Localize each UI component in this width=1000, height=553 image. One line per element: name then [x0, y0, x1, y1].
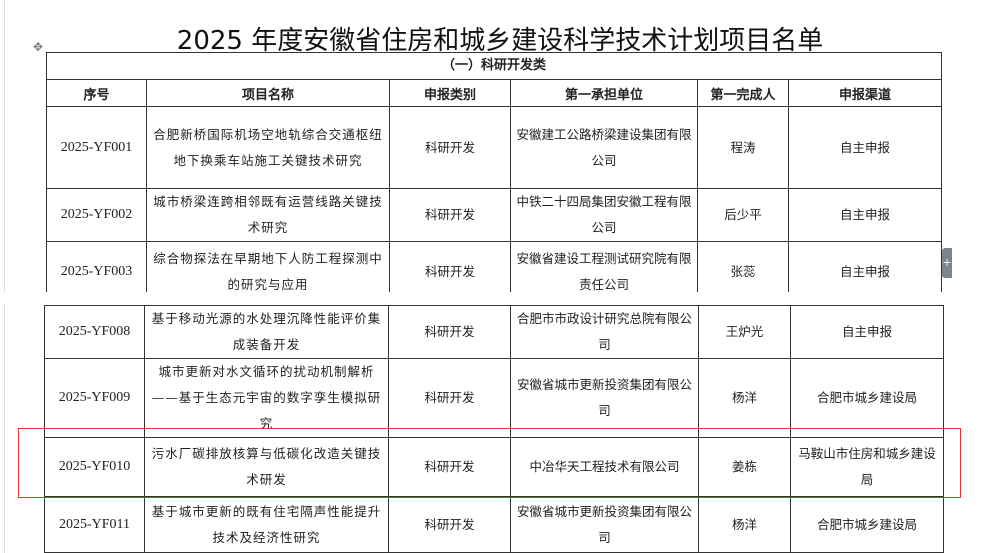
lead-unit-cell: 合肥市市政设计研究总院有限公司 [510, 305, 699, 359]
lead-unit-cell: 安徽省建设工程测试研究院有限责任公司 [510, 241, 698, 302]
project-table-page-2: 2025-YF008 基于移动光源的水处理沉降性能评价集成装备开发 科研开发 合肥市市… [44, 305, 944, 553]
category-cell: 科研开发 [388, 305, 511, 359]
category-cell: 科研开发 [388, 358, 511, 438]
category-cell: 科研开发 [388, 496, 511, 553]
project-table-page-1: （一）科研开发类 序号 项目名称 申报类别 第一承担单位 第一完成人 申报渠道 2025-… [45, 52, 943, 302]
lead-person-cell: 张蕊 [697, 241, 789, 302]
page-break [0, 292, 1000, 304]
category-cell: 科研开发 [389, 188, 511, 242]
lead-unit-cell: 中铁二十四局集团安徽工程有限公司 [510, 188, 698, 242]
category-cell: 科研开发 [389, 106, 511, 189]
table-row: 2025-YF003 综合物探法在早期地下人防工程探测中的研究与应用 科研开发 安徽省… [46, 241, 943, 302]
table-row: 2025-YF009 城市更新对水文循环的扰动机制解析——基于生态元宇宙的数字孪生… [44, 358, 944, 438]
lead-person-cell: 杨洋 [698, 358, 791, 438]
expand-panel-icon[interactable]: + [942, 248, 952, 278]
lead-person-cell: 杨洋 [698, 496, 791, 553]
table-row: 2025-YF008 基于移动光源的水处理沉降性能评价集成装备开发 科研开发 合肥市市… [44, 305, 944, 359]
lead-person-cell: 后少平 [697, 188, 789, 242]
lead-person-cell: 程涛 [697, 106, 789, 189]
section-heading: （一）科研开发类 [45, 52, 943, 80]
column-header: 第一完成人 [697, 79, 789, 107]
project-name-cell: 基于移动光源的水处理沉降性能评价集成装备开发 [144, 305, 389, 359]
table-move-handle-icon[interactable]: ✥ [33, 40, 44, 54]
lead-unit-cell: 安徽省城市更新投资集团有限公司 [510, 496, 699, 553]
column-header: 第一承担单位 [510, 79, 698, 107]
table-row: 2025-YF002 城市桥梁连跨相邻既有运营线路关键技术研究 科研开发 中铁二十四局… [46, 188, 943, 242]
column-header: 项目名称 [146, 79, 390, 107]
table-row: 2025-YF011 基于城市更新的既有住宅隔声性能提升技术及经济性研究 科研开发安… [44, 496, 944, 553]
lead-unit-cell: 安徽建工公路桥梁建设集团有限公司 [510, 106, 698, 189]
project-name-cell: 城市更新对水文循环的扰动机制解析——基于生态元宇宙的数字孪生模拟研究 [144, 358, 389, 438]
project-id-cell: 2025-YF009 [44, 358, 145, 438]
column-header: 申报渠道 [787, 79, 943, 107]
channel-cell: 自主申报 [787, 188, 943, 242]
highlight-box [18, 428, 961, 498]
channel-cell: 合肥市城乡建设局 [790, 496, 944, 553]
column-header: 序号 [46, 79, 147, 107]
project-name-cell: 合肥新桥国际机场空地轨综合交通枢纽地下换乘车站施工关键技术研究 [146, 106, 390, 189]
lead-unit-cell: 安徽省城市更新投资集团有限公司 [510, 358, 699, 438]
lead-person-cell: 王炉光 [698, 305, 791, 359]
channel-cell: 自主申报 [790, 305, 944, 359]
channel-cell: 自主申报 [787, 241, 943, 302]
project-name-cell: 污水厂碳排放核算与低碳化改造关键技术研发 [144, 437, 389, 497]
channel-cell: 合肥市城乡建设局 [790, 358, 944, 438]
table-row: 2025-YF001 合肥新桥国际机场空地轨综合交通枢纽地下换乘车站施工关键技术研… [46, 106, 943, 189]
column-header: 申报类别 [389, 79, 511, 107]
channel-cell: 马鞍山市住房和城乡建设局 [790, 437, 944, 497]
channel-cell: 自主申报 [787, 106, 943, 189]
lead-person-cell: 姜栋 [698, 437, 791, 497]
category-cell: 科研开发 [388, 437, 511, 497]
page-title: 2025 年度安徽省住房和城乡建设科学技术计划项目名单 [176, 26, 824, 56]
project-id-cell: 2025-YF003 [46, 241, 147, 302]
project-name-cell: 基于城市更新的既有住宅隔声性能提升技术及经济性研究 [144, 496, 389, 553]
project-name-cell: 城市桥梁连跨相邻既有运营线路关键技术研究 [146, 188, 390, 242]
project-id-cell: 2025-YF001 [46, 106, 147, 189]
page-edge [4, 0, 5, 553]
project-id-cell: 2025-YF002 [46, 188, 147, 242]
project-id-cell: 2025-YF011 [44, 496, 145, 553]
project-id-cell: 2025-YF008 [44, 305, 145, 359]
